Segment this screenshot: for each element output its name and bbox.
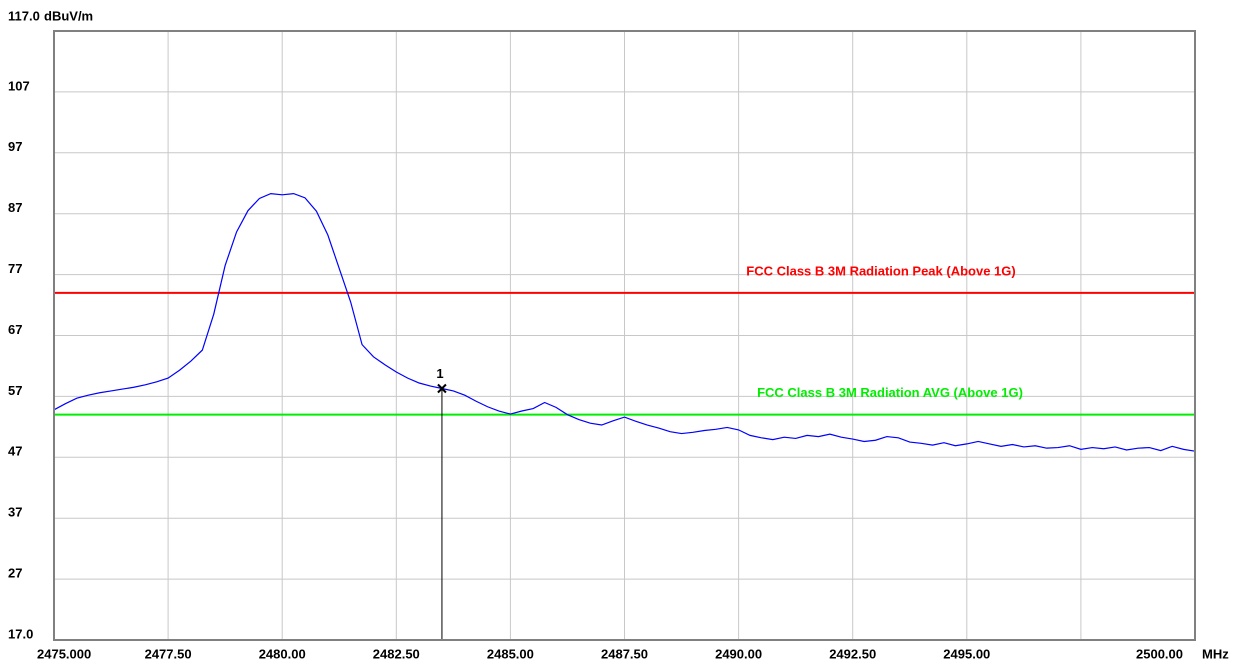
y-tick-label: 67	[8, 322, 22, 337]
marker-label: 1	[436, 366, 443, 381]
y-tick-label: 47	[8, 444, 22, 459]
x-tick-label: 2487.50	[601, 646, 648, 661]
y-tick-label: 87	[8, 200, 22, 215]
y-tick-label: 97	[8, 139, 22, 154]
y-tick-label: 17.0	[8, 626, 33, 641]
trace	[53, 192, 1196, 452]
y-unit: dBuV/m	[44, 8, 93, 23]
y-tick-label: 107	[8, 78, 30, 93]
x-tick-label: 2477.50	[145, 646, 192, 661]
plot-frame	[53, 30, 1196, 641]
y-tick-label: 57	[8, 383, 22, 398]
x-tick-label: 2490.00	[715, 646, 762, 661]
x-tick-label: 2485.00	[487, 646, 534, 661]
x-tick-label: 2482.50	[373, 646, 420, 661]
y-tick-label: 37	[8, 505, 22, 520]
y-tick-label: 27	[8, 566, 22, 581]
x-tick-label: 2495.00	[943, 646, 990, 661]
y-tick-label: 117.0	[8, 8, 40, 23]
x-tick-label: 2480.00	[259, 646, 306, 661]
marker	[437, 383, 447, 394]
y-tick-label: 77	[8, 261, 22, 276]
x-tick-label: 2500.00	[1136, 646, 1183, 661]
x-tick-label: 2475.000	[37, 646, 91, 661]
limit-label: FCC Class B 3M Radiation Peak (Above 1G)	[746, 263, 1015, 278]
limit-label: FCC Class B 3M Radiation AVG (Above 1G)	[757, 385, 1023, 400]
x-tick-label: 2492.50	[829, 646, 876, 661]
x-unit: MHz	[1202, 646, 1229, 661]
